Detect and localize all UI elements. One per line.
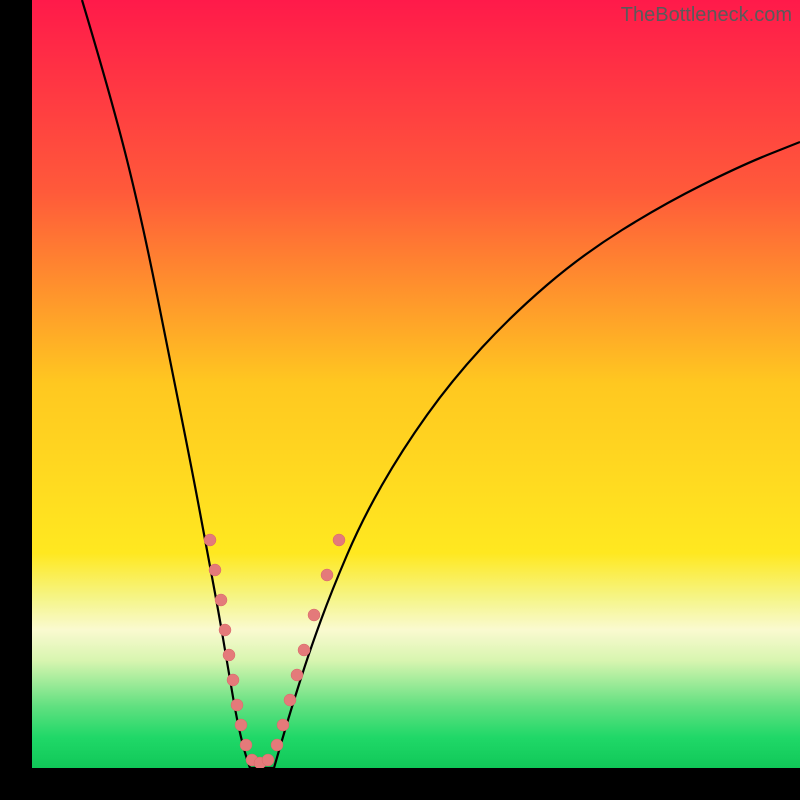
data-marker [227, 674, 239, 686]
data-marker [298, 644, 310, 656]
data-marker [321, 569, 333, 581]
data-marker [284, 694, 296, 706]
data-marker [223, 649, 235, 661]
data-marker [240, 739, 252, 751]
chart-svg [32, 0, 800, 768]
data-marker [291, 669, 303, 681]
data-marker [271, 739, 283, 751]
plot-area [32, 0, 800, 768]
data-marker [215, 594, 227, 606]
data-marker [209, 564, 221, 576]
gradient-background [32, 0, 800, 768]
data-marker [219, 624, 231, 636]
data-marker [235, 719, 247, 731]
data-marker [333, 534, 345, 546]
data-marker [204, 534, 216, 546]
watermark-label: TheBottleneck.com [621, 4, 792, 27]
data-marker [262, 754, 274, 766]
data-marker [308, 609, 320, 621]
data-marker [277, 719, 289, 731]
data-marker [231, 699, 243, 711]
